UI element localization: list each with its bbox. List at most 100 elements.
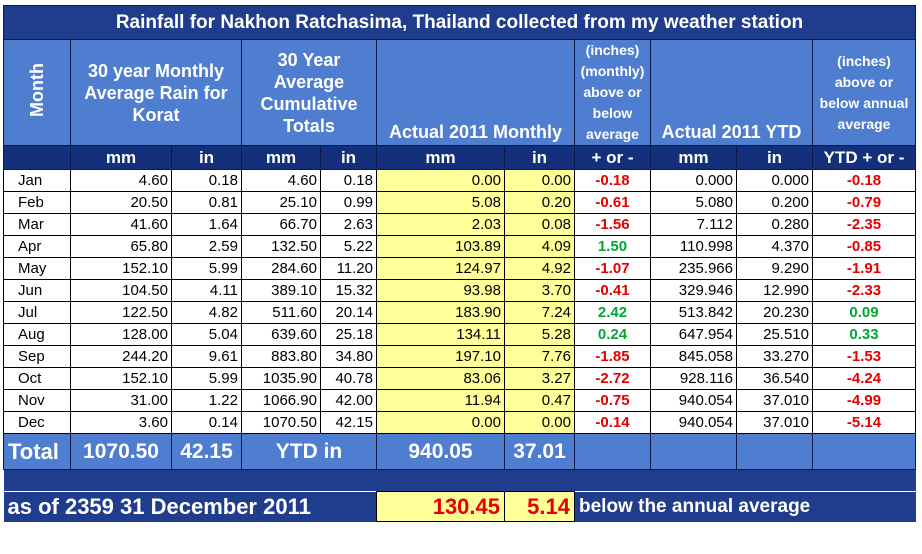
annual-diff-cell: -5.14	[812, 411, 916, 434]
ytd-in-cell: 12.990	[736, 279, 813, 302]
cumulative-mm-cell: 1066.90	[241, 389, 321, 412]
ytd-mm-cell: 647.954	[650, 323, 737, 346]
avg-mm-cell: 4.60	[70, 169, 172, 192]
actual-mm-cell: 103.89	[376, 235, 505, 258]
avg-in-cell: 2.59	[171, 235, 242, 258]
annual-diff-cell: -4.24	[812, 367, 916, 390]
avg-mm-cell: 244.20	[70, 345, 172, 368]
monthly-diff-cell: -0.61	[574, 191, 651, 214]
table-row: Sep 244.20 9.61 883.80 34.80 197.10 7.76 -1.85 8…	[3, 345, 916, 368]
monthly-diff-header: (inches) (monthly) above or below averag…	[574, 39, 651, 146]
month-cell: Jan	[3, 169, 71, 192]
actual-in-cell: 4.92	[504, 257, 575, 280]
month-cell: Apr	[3, 235, 71, 258]
table-row: Dec 3.60 0.14 1070.50 42.15 0.00 0.00 -0.14 940.…	[3, 411, 916, 434]
subheader-blank	[3, 145, 71, 170]
ytd-mm-cell: 513.842	[650, 301, 737, 324]
ytd-mm-cell: 5.080	[650, 191, 737, 214]
actual-in-cell: 4.09	[504, 235, 575, 258]
cumulative-mm-cell: 1035.90	[241, 367, 321, 390]
actual-in-cell: 3.70	[504, 279, 575, 302]
subheader-cell: mm	[70, 145, 172, 170]
below-average-mm: 130.45	[376, 491, 505, 522]
avg-in-cell: 5.99	[171, 367, 242, 390]
subheader-cell: mm	[650, 145, 737, 170]
monthly-diff-cell: 1.50	[574, 235, 651, 258]
actual-mm-cell: 83.06	[376, 367, 505, 390]
annual-diff-cell: -1.91	[812, 257, 916, 280]
actual-mm-cell: 11.94	[376, 389, 505, 412]
actual-monthly-header: Actual 2011 Monthly	[376, 39, 575, 146]
annual-diff-cell: -0.79	[812, 191, 916, 214]
ytd-label: YTD in	[241, 433, 377, 470]
cumulative-mm-cell: 639.60	[241, 323, 321, 346]
monthly-diff-cell: -1.56	[574, 213, 651, 236]
ytd-in-cell: 9.290	[736, 257, 813, 280]
actual-in-cell: 0.00	[504, 169, 575, 192]
actual-in-cell: 3.27	[504, 367, 575, 390]
month-cell: Nov	[3, 389, 71, 412]
avg-in-cell: 5.04	[171, 323, 242, 346]
table-row: Jan 4.60 0.18 4.60 0.18 0.00 0.00 -0.18 0.000 0.0…	[3, 169, 916, 192]
monthly-diff-cell: -0.75	[574, 389, 651, 412]
month-rows: Jan 4.60 0.18 4.60 0.18 0.00 0.00 -0.18 0.000 0.0…	[3, 169, 916, 434]
annual-diff-cell: -0.18	[812, 169, 916, 192]
total-blank	[812, 433, 916, 470]
actual-mm-cell: 2.03	[376, 213, 505, 236]
avg-in-cell: 9.61	[171, 345, 242, 368]
avg-mm-cell: 122.50	[70, 301, 172, 324]
ytd-mm-cell: 235.966	[650, 257, 737, 280]
total-blank	[574, 433, 651, 470]
ytd-mm-cell: 940.054	[650, 411, 737, 434]
total-avg-mm: 1070.50	[70, 433, 172, 470]
avg-in-cell: 0.14	[171, 411, 242, 434]
month-cell: Oct	[3, 367, 71, 390]
avg-monthly-header: 30 year Monthly Average Rain for Korat	[70, 39, 242, 146]
actual-mm-cell: 5.08	[376, 191, 505, 214]
cumulative-mm-cell: 389.10	[241, 279, 321, 302]
total-blank	[736, 433, 813, 470]
subheader-cell: in	[504, 145, 575, 170]
ytd-mm-cell: 845.058	[650, 345, 737, 368]
monthly-diff-cell: -0.18	[574, 169, 651, 192]
subheader-cell: YTD + or -	[812, 145, 916, 170]
monthly-diff-cell: 2.42	[574, 301, 651, 324]
month-cell: Mar	[3, 213, 71, 236]
annual-diff-cell: -0.85	[812, 235, 916, 258]
avg-mm-cell: 152.10	[70, 257, 172, 280]
cumulative-mm-cell: 284.60	[241, 257, 321, 280]
month-cell: Feb	[3, 191, 71, 214]
cumulative-mm-cell: 511.60	[241, 301, 321, 324]
actual-in-cell: 0.00	[504, 411, 575, 434]
total-actual-in: 37.01	[504, 433, 575, 470]
cumulative-in-cell: 42.15	[320, 411, 377, 434]
table-row: Oct 152.10 5.99 1035.90 40.78 83.06 3.27 -2.72 9…	[3, 367, 916, 390]
actual-mm-cell: 0.00	[376, 411, 505, 434]
annual-diff-cell: 0.09	[812, 301, 916, 324]
ytd-in-cell: 20.230	[736, 301, 813, 324]
rainfall-table: Rainfall for Nakhon Ratchasima, Thailand…	[3, 5, 916, 522]
total-avg-in: 42.15	[171, 433, 242, 470]
monthly-diff-cell: -1.85	[574, 345, 651, 368]
avg-mm-cell: 128.00	[70, 323, 172, 346]
subheader-cell: mm	[241, 145, 321, 170]
total-actual-mm: 940.05	[376, 433, 505, 470]
annual-diff-cell: 0.33	[812, 323, 916, 346]
as-of-label: as of 2359 31 December 2011	[3, 491, 377, 522]
table-row: Nov 31.00 1.22 1066.90 42.00 11.94 0.47 -0.75 94…	[3, 389, 916, 412]
actual-in-cell: 7.24	[504, 301, 575, 324]
annual-diff-cell: -4.99	[812, 389, 916, 412]
cumulative-mm-cell: 4.60	[241, 169, 321, 192]
subheader-cell: in	[320, 145, 377, 170]
cumulative-mm-cell: 66.70	[241, 213, 321, 236]
cumulative-mm-cell: 1070.50	[241, 411, 321, 434]
ytd-mm-cell: 928.116	[650, 367, 737, 390]
below-average-in: 5.14	[504, 491, 575, 522]
ytd-in-cell: 25.510	[736, 323, 813, 346]
avg-in-cell: 4.82	[171, 301, 242, 324]
actual-mm-cell: 134.11	[376, 323, 505, 346]
cumulative-in-cell: 0.18	[320, 169, 377, 192]
monthly-diff-cell: -0.41	[574, 279, 651, 302]
avg-mm-cell: 152.10	[70, 367, 172, 390]
